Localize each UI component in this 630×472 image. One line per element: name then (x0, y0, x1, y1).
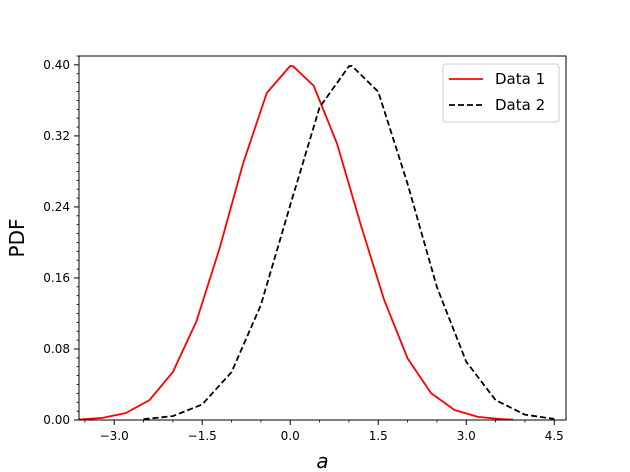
y-tick-label: 0.24 (43, 200, 70, 214)
y-tick-label: 0.40 (43, 58, 70, 72)
legend: Data 1 Data 2 (442, 63, 560, 123)
plot-frame (78, 55, 567, 421)
x-tick-label: 0.0 (281, 429, 300, 443)
y-axis-label: PDF (5, 219, 29, 258)
x-axis: −3.0 −1.5 0.0 1.5 3.0 4.5 (84, 420, 564, 443)
y-axis: 0.00 0.08 0.16 0.24 0.32 0.40 (43, 55, 79, 427)
series-line-2 (143, 64, 555, 421)
x-tick-label: −3.0 (100, 429, 129, 443)
x-tick-label: 1.5 (369, 429, 388, 443)
x-tick-label: −1.5 (188, 429, 217, 443)
y-tick-label: 0.16 (43, 271, 70, 285)
legend-label-1: Data 1 (495, 70, 545, 88)
legend-label-2: Data 2 (495, 96, 545, 114)
x-axis-label: a (316, 449, 328, 472)
x-tick-label: 4.5 (545, 429, 564, 443)
series-layer (78, 64, 555, 421)
y-tick-label: 0.32 (43, 129, 70, 143)
series-line-1 (78, 64, 514, 421)
x-tick-label: 3.0 (457, 429, 476, 443)
y-tick-label: 0.00 (43, 413, 70, 427)
y-tick-label: 0.08 (43, 342, 70, 356)
